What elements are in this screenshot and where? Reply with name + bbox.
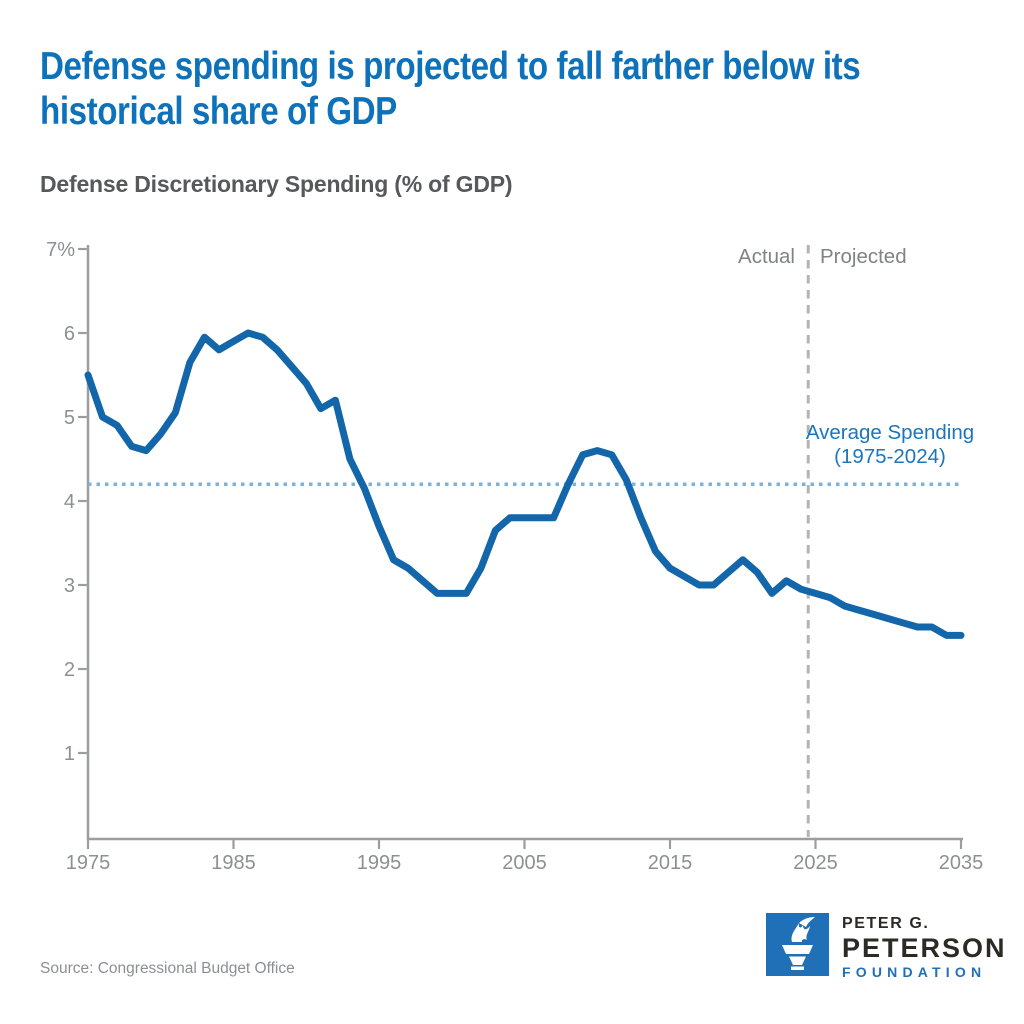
x-tick-label: 2035 (939, 852, 984, 874)
x-tick-label: 2025 (793, 852, 838, 874)
logo-peter-g: PETER G. (842, 915, 930, 932)
peterson-foundation-logo: PETER G. PETERSON FOUNDATION (766, 913, 1007, 980)
y-tick-label: 6 (64, 323, 75, 345)
defense-spending-line (84, 329, 965, 639)
title-line-1: Defense spending is projected to fall fa… (40, 45, 861, 88)
x-tick-label: 1985 (211, 852, 256, 874)
torch-icon (782, 917, 815, 970)
y-tick-label: 2 (64, 659, 75, 681)
average-spending-label-line2: (1975-2024) (834, 445, 946, 468)
chart-generated-layer: 1 2 3 4 5 6 7% 1975 1985 1995 2005 2015 2025 2035 (46, 239, 983, 874)
logo-wordmark: PETER G. PETERSON FOUNDATION (842, 913, 1007, 980)
logo-square (766, 913, 829, 976)
x-tick-label: 1995 (357, 852, 402, 874)
source-note: Source: Congressional Budget Office (40, 960, 295, 977)
y-tick-label: 4 (64, 491, 75, 513)
x-tick-label: 2015 (648, 852, 693, 874)
y-tick-label: 3 (64, 575, 75, 597)
average-spending-label-line1: Average Spending (806, 421, 974, 444)
x-tick-label: 1975 (66, 852, 111, 874)
chart-subtitle: Defense Discretionary Spending (% of GDP… (40, 171, 513, 197)
projected-label: Projected (820, 245, 907, 268)
y-tick-label: 5 (64, 407, 75, 429)
page-title: Defense spending is projected to fall fa… (40, 44, 975, 134)
x-tick-label: 2005 (502, 852, 547, 874)
y-tick-label: 1 (64, 743, 75, 765)
actual-label: Actual (738, 245, 795, 268)
logo-peterson: PETERSON (842, 933, 1007, 963)
title-line-2: historical share of GDP (40, 90, 397, 133)
y-tick-label: 7% (46, 239, 75, 261)
logo-foundation: FOUNDATION (842, 964, 987, 980)
